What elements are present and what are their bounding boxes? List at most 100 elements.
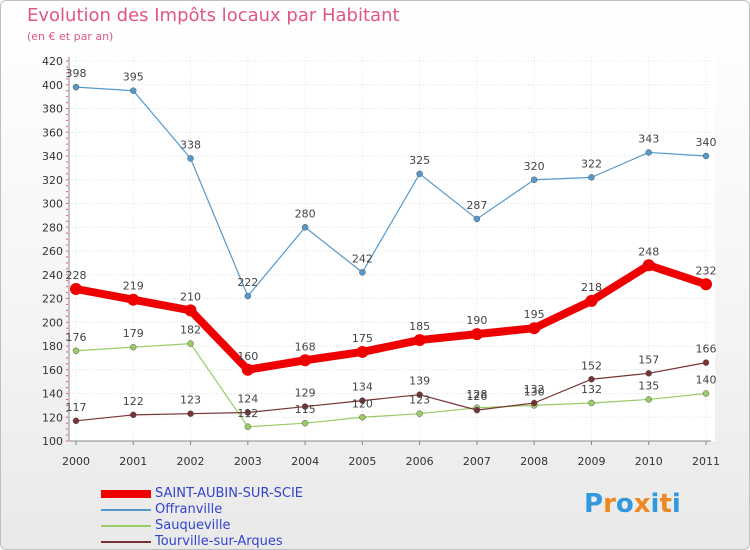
data-label: 128: [466, 388, 487, 401]
logo-letter: r: [603, 489, 616, 519]
y-tick-label: 420: [42, 55, 63, 68]
data-point: [184, 304, 197, 317]
data-label: 129: [295, 387, 316, 400]
data-point: [359, 414, 366, 421]
data-point: [187, 410, 194, 417]
legend-item: SAINT-AUBIN-SUR-SCIE: [101, 486, 361, 502]
legend-item: Offranville: [101, 502, 361, 518]
x-tick-label: 2002: [177, 455, 205, 468]
chart-subtitle: (en € et par an): [27, 30, 114, 43]
x-tick-label: 2004: [291, 455, 319, 468]
data-point: [588, 174, 595, 181]
data-point: [130, 87, 137, 94]
x-tick-label: 2005: [348, 455, 376, 468]
data-point: [530, 176, 538, 183]
data-label: 343: [638, 132, 659, 145]
data-label: 160: [237, 350, 258, 363]
y-tick-label: 400: [42, 79, 63, 92]
data-point: [359, 397, 366, 404]
data-point: [70, 283, 82, 295]
x-tick-label: 2000: [62, 455, 90, 468]
x-tick-label: 2003: [234, 455, 262, 468]
legend-item: Tourville-sur-Arques: [101, 534, 361, 549]
data-label: 219: [123, 280, 144, 293]
y-tick-label: 360: [42, 126, 63, 139]
data-label: 117: [66, 401, 87, 414]
y-tick-label: 120: [42, 411, 63, 424]
data-label: 210: [180, 290, 201, 303]
data-label: 123: [180, 394, 201, 407]
data-label: 340: [696, 136, 717, 149]
data-label: 179: [123, 327, 144, 340]
data-point: [241, 363, 254, 376]
data-point: [473, 406, 481, 414]
data-point: [244, 409, 252, 416]
logo-letter: o: [615, 489, 634, 519]
data-label: 395: [123, 71, 144, 84]
data-label: 176: [66, 331, 87, 344]
series-line: [75, 362, 707, 422]
x-tick-label: 2009: [577, 455, 605, 468]
data-label: 115: [295, 403, 316, 416]
logo-letter: P: [584, 489, 604, 519]
data-point: [470, 328, 483, 341]
data-point: [642, 259, 655, 272]
data-label: 228: [66, 269, 87, 282]
data-label: 120: [352, 397, 373, 410]
data-point: [416, 170, 423, 178]
y-tick-label: 340: [42, 150, 63, 163]
data-point: [702, 359, 710, 366]
data-point: [413, 334, 426, 347]
y-tick-label: 280: [42, 221, 63, 234]
data-label: 157: [638, 353, 659, 366]
data-point: [72, 347, 80, 354]
legend-swatch: [101, 509, 151, 511]
data-point: [299, 354, 312, 367]
data-label: 132: [581, 383, 602, 396]
x-tick-label: 2008: [520, 455, 548, 468]
data-point: [127, 293, 140, 306]
y-tick-label: 320: [42, 174, 63, 187]
logo-letter: t: [659, 489, 672, 519]
y-tick-label: 180: [42, 340, 63, 353]
data-label: 218: [581, 281, 602, 294]
data-label: 280: [295, 207, 316, 220]
data-point: [528, 322, 541, 335]
data-label: 124: [237, 393, 258, 406]
y-tick-label: 140: [42, 388, 63, 401]
y-tick-label: 260: [42, 245, 63, 258]
data-label: 222: [237, 276, 258, 289]
legend-label: Offranville: [155, 502, 223, 517]
data-point: [356, 345, 369, 358]
logo-letter: i: [650, 489, 660, 519]
legend-swatch: [101, 490, 151, 498]
data-label: 182: [180, 324, 201, 337]
data-point: [645, 396, 652, 403]
legend-label: SAINT-AUBIN-SUR-SCIE: [155, 486, 304, 501]
legend-label: Sauqueville: [155, 518, 231, 533]
y-tick-label: 380: [42, 103, 63, 116]
series-line: [75, 86, 707, 297]
data-label: 135: [638, 379, 659, 392]
data-label: 166: [696, 343, 717, 356]
proxiti-logo: Proxiti: [584, 489, 681, 519]
data-point: [244, 292, 252, 300]
data-point: [187, 340, 194, 347]
data-label: 322: [581, 157, 602, 170]
data-label: 190: [466, 314, 487, 327]
data-point: [72, 417, 80, 425]
series-line: [75, 261, 708, 374]
data-point: [130, 343, 137, 351]
logo-letter: i: [671, 489, 681, 519]
data-label: 398: [66, 67, 87, 80]
data-point: [588, 399, 595, 407]
data-point: [585, 294, 598, 307]
x-tick-label: 2007: [463, 455, 491, 468]
data-point: [130, 411, 137, 419]
data-point: [700, 278, 712, 291]
data-point: [588, 376, 595, 383]
legend-label: Tourville-sur-Arques: [155, 534, 283, 549]
legend-swatch: [101, 525, 151, 527]
x-tick-label: 2010: [635, 455, 663, 468]
